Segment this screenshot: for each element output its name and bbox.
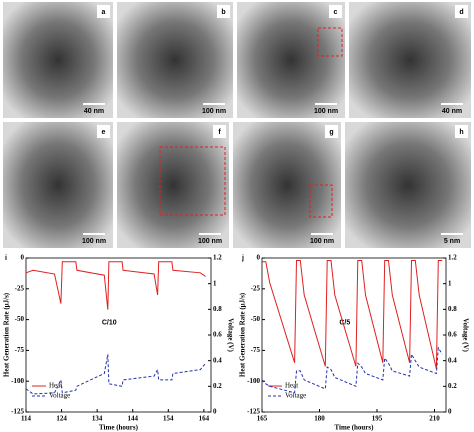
y2-tick-label: 1 — [213, 279, 217, 287]
y2-tick-label: 0.6 — [213, 331, 222, 339]
micrograph — [237, 2, 345, 118]
panel-label-box — [329, 5, 342, 18]
y-tick-label: -125 — [11, 408, 24, 416]
panel-label: h — [459, 129, 463, 136]
x-tick-label: 134 — [92, 415, 103, 423]
panel-label-box — [455, 125, 468, 138]
annotation: C/10 — [102, 320, 117, 327]
x-tick-label: 164 — [199, 415, 210, 423]
y-tick-label: -75 — [251, 346, 261, 354]
legend-label: Voltage — [285, 392, 306, 400]
scale-text: 100 nm — [202, 108, 226, 115]
y-tick-label: -25 — [15, 284, 25, 292]
micrograph — [3, 122, 113, 248]
panel-label-box — [325, 125, 338, 138]
panel-letter: i — [5, 255, 7, 262]
y-axis-label: Heat Generation Rate (μJ/s) — [239, 292, 247, 377]
y-tick-label: -100 — [247, 377, 260, 385]
micrograph — [3, 2, 113, 118]
y2-tick-label: 0.8 — [213, 305, 222, 313]
x-tick-label: 195 — [372, 415, 383, 423]
panel-label: f — [218, 129, 221, 136]
x-tick-label: 165 — [257, 415, 268, 423]
y2-tick-label: 1.2 — [448, 254, 457, 262]
scale-text: 100 nm — [82, 238, 106, 245]
panel-label: c — [334, 9, 338, 16]
x-tick-label: 114 — [21, 415, 32, 423]
micrograph — [117, 2, 233, 118]
scale-text: 100 nm — [198, 238, 222, 245]
series-line — [25, 354, 207, 395]
y2-axis-label: Voltage (V) — [226, 318, 234, 352]
legend-label: Heat — [285, 382, 298, 390]
micrograph — [233, 122, 341, 248]
x-tick-label: 180 — [314, 415, 325, 423]
zoom-box — [159, 146, 226, 216]
zoom-box — [309, 184, 333, 218]
legend-label: Heat — [49, 382, 62, 390]
y2-tick-label: 0.4 — [448, 356, 457, 364]
y2-tick-label: 1 — [448, 279, 452, 287]
y-axis-label: Heat Generation Rate (μJ/s) — [3, 292, 11, 377]
x-tick-label: 154 — [163, 415, 174, 423]
micrograph — [349, 2, 471, 118]
series-line — [262, 260, 443, 370]
panel-label: d — [459, 9, 463, 16]
x-tick-label: 124 — [56, 415, 67, 423]
zoom-box — [317, 27, 343, 57]
y-tick-label: 0 — [257, 254, 261, 262]
scale-text: 5 nm — [444, 238, 460, 245]
panel-label-box — [455, 5, 468, 18]
y2-tick-label: 1.2 — [213, 254, 222, 262]
y-tick-label: -50 — [15, 315, 25, 323]
annotation: C/5 — [339, 320, 350, 327]
x-axis-label: Time (hours) — [335, 424, 375, 432]
x-tick-label: 144 — [127, 415, 138, 423]
panel-letter: j — [241, 255, 244, 262]
panel-label: e — [102, 129, 106, 136]
y-tick-label: 0 — [21, 254, 25, 262]
y-tick-label: -100 — [11, 377, 24, 385]
panel-label-box — [213, 125, 226, 138]
legend-label: Voltage — [49, 392, 70, 400]
y2-tick-label: 0 — [448, 408, 452, 416]
y2-tick-label: 0.8 — [448, 305, 457, 313]
scale-text: 100 nm — [314, 108, 338, 115]
x-tick-label: 210 — [429, 415, 440, 423]
y-tick-label: -25 — [251, 284, 261, 292]
scale-text: 40 nm — [442, 108, 462, 115]
y2-axis-label: Voltage (V) — [461, 318, 469, 352]
y2-tick-label: 0.2 — [213, 382, 222, 390]
micrograph — [117, 122, 229, 248]
micrograph — [345, 122, 471, 248]
y2-tick-label: 0.6 — [448, 331, 457, 339]
scale-text: 100 nm — [310, 238, 334, 245]
scale-text: 40 nm — [84, 108, 104, 115]
y2-tick-label: 0.2 — [448, 382, 457, 390]
panel-label: b — [221, 9, 225, 16]
panel-label-box — [217, 5, 230, 18]
panel-label: a — [102, 9, 106, 16]
y2-tick-label: 0.4 — [213, 356, 222, 364]
y-tick-label: -125 — [247, 408, 260, 416]
y-tick-label: -75 — [15, 346, 25, 354]
panel-label-box — [97, 125, 110, 138]
y2-tick-label: 0 — [213, 408, 217, 416]
panel-label-box — [97, 5, 110, 18]
series-line — [25, 261, 206, 310]
panel-label: g — [329, 129, 333, 136]
x-axis-label: Time (hours) — [99, 424, 139, 432]
y-tick-label: -50 — [251, 315, 261, 323]
